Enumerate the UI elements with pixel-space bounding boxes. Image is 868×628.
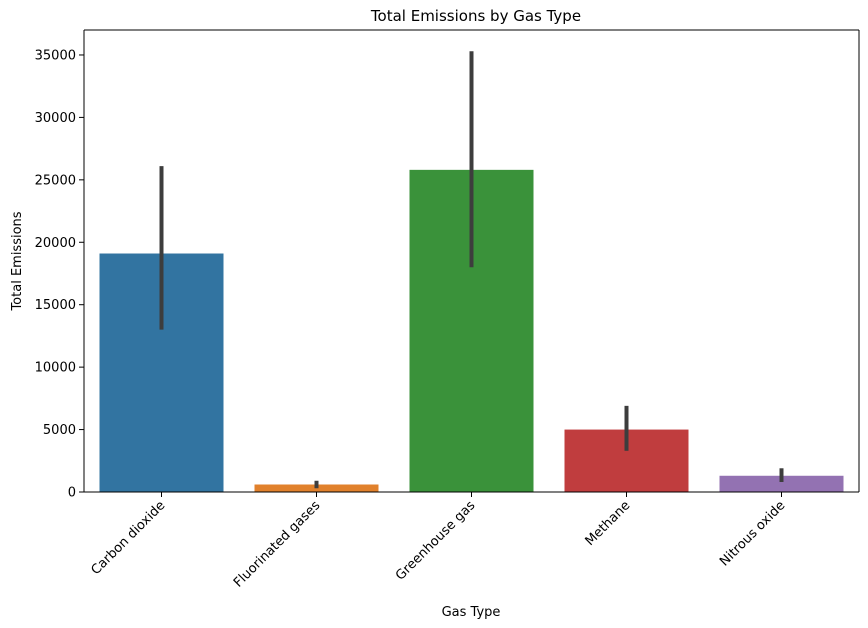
plot-area: 0 5000 10000 15000 20000 25000 30000 35000 Carbo… [35,29,860,591]
y-axis-label: Total Emissions [10,211,25,311]
x-tick-label-4: Nitrous oxide [717,498,788,569]
bar-4 [719,475,844,492]
y-tick-label-1: 5000 [43,423,76,438]
y-tick-label-6: 30000 [35,111,76,126]
x-tick-label-0: Carbon dioxide [88,498,168,578]
y-tick-label-0: 0 [68,486,76,501]
x-axis-label: Gas Type [442,605,501,620]
chart-title: Total Emissions by Gas Type [370,7,581,25]
y-tick-label-7: 35000 [35,48,76,63]
y-tick-label-2: 10000 [35,361,76,376]
y-tick-label-3: 15000 [35,298,76,313]
x-tick-label-3: Methane [583,498,634,549]
y-tick-label-5: 25000 [35,173,76,188]
x-tick-label-2: Greenhouse gas [393,498,479,584]
y-tick-label-4: 20000 [35,236,76,251]
x-tick-label-1: Fluorinated gases [231,498,324,591]
